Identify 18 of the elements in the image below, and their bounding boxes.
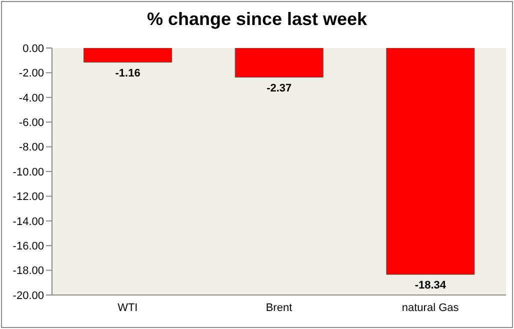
y-tick-label: -12.00 (12, 191, 44, 204)
x-tick-label: Brent (266, 302, 292, 314)
x-tick-label: WTI (118, 302, 138, 314)
y-tick-label: -18.00 (12, 265, 44, 278)
y-tick-label: -20.00 (12, 290, 44, 302)
y-tick-label: -2.00 (18, 68, 44, 80)
data-label: -1.16 (115, 67, 140, 80)
y-tick-label: -16.00 (12, 240, 44, 253)
chart-title: % change since last week (146, 9, 368, 30)
y-tick-label: -4.00 (18, 92, 44, 104)
y-tick-label: -14.00 (12, 216, 44, 228)
y-tick-label: -8.00 (18, 142, 44, 154)
x-tick-label: natural Gas (402, 302, 460, 314)
y-tick-label: -10.00 (12, 166, 44, 178)
y-tick-label: 0.00 (22, 42, 44, 55)
y-tick-label: -6.00 (18, 117, 44, 130)
data-label: -2.37 (266, 82, 292, 94)
data-label: -18.34 (414, 280, 447, 292)
